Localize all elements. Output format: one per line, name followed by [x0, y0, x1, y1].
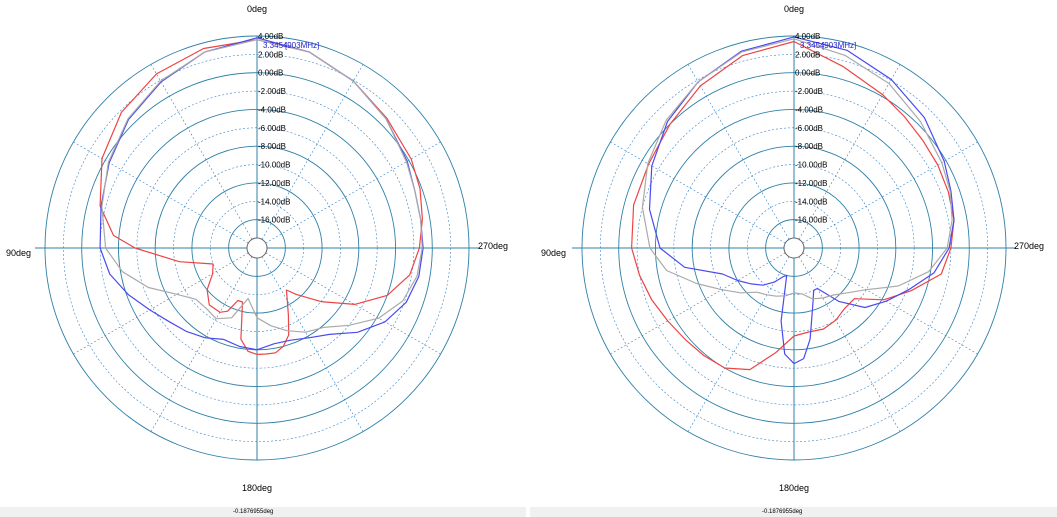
grid-spoke: [802, 141, 978, 244]
radial-tick-label: 0.00dB: [795, 69, 820, 78]
series-trace-3: [641, 38, 953, 300]
grid-spoke: [802, 252, 978, 355]
status-angle-readout-left: -0.1876955deg: [233, 509, 274, 515]
angle-label-0deg: 0deg: [247, 4, 267, 14]
angle-label-270deg: 270deg: [1014, 241, 1044, 251]
radial-tick-label: -14.00dB: [258, 197, 290, 206]
radial-tick-label: 4.00dB: [258, 32, 283, 41]
radial-tick-label: -14.00dB: [795, 197, 827, 206]
series-trace-2: [648, 36, 955, 365]
radial-tick-label: -6.00dB: [795, 124, 823, 133]
marker-value-label: 3.3454: [800, 41, 825, 50]
status-angle-readout-right: -0.1876955deg: [762, 509, 803, 515]
radial-tick-label: 2.00dB: [258, 50, 283, 59]
grid-spoke: [687, 64, 790, 240]
series-trace-1: [631, 40, 955, 371]
series-trace-2: [99, 37, 424, 351]
polar-chart-left: 4.00dB 2.00dB 0.00dB -2.00dB -4.00dB -6.00dB -…: [6, 4, 508, 493]
radial-tick-label: -12.00dB: [258, 179, 290, 188]
radial-tick-label: -2.00dB: [258, 87, 286, 96]
grid-spoke: [150, 256, 253, 432]
angle-label-90deg: 90deg: [541, 248, 566, 258]
grid-spoke: [798, 256, 901, 432]
marker-value-label: 3.3454: [263, 41, 288, 50]
radial-tick-label: -8.00dB: [795, 142, 823, 151]
radial-tick-label: -8.00dB: [258, 142, 286, 151]
grid-spoke: [261, 256, 364, 432]
radial-tick-label: -16.00dB: [258, 216, 290, 225]
radial-tick-label: -16.00dB: [795, 216, 827, 225]
angle-label-90deg: 90deg: [6, 248, 31, 258]
grid-spoke: [610, 252, 786, 355]
radial-tick-label: -12.00dB: [795, 179, 827, 188]
angle-label-270deg: 270deg: [478, 241, 508, 251]
center-hub: [783, 237, 805, 259]
grid-spoke: [687, 256, 790, 432]
grid-spoke: [73, 252, 249, 355]
angle-label-180deg: 180deg: [779, 483, 809, 493]
center-hub: [246, 237, 268, 259]
radial-tick-label: -10.00dB: [258, 161, 290, 170]
status-bar-right: -0.1876955deg: [530, 507, 1057, 517]
marker-frequency-label: [903MHz]: [822, 41, 856, 50]
radial-tick-label: 2.00dB: [795, 50, 820, 59]
radial-tick-label: -10.00dB: [795, 161, 827, 170]
grid-spoke: [261, 64, 364, 240]
grid-spoke: [610, 141, 786, 244]
radial-tick-label: -4.00dB: [795, 105, 823, 114]
grid-spoke: [150, 64, 253, 240]
grid-spoke: [265, 141, 441, 244]
radial-tick-label: -6.00dB: [258, 124, 286, 133]
series-trace-3: [101, 39, 423, 333]
status-bar-left: -0.1876955deg: [0, 507, 526, 517]
radial-tick-label: 4.00dB: [795, 32, 820, 41]
radial-tick-label: -4.00dB: [258, 105, 286, 114]
grid-spoke: [798, 64, 901, 240]
marker-frequency-label: [903MHz]: [285, 41, 319, 50]
grid-spoke: [265, 252, 441, 355]
angle-label-180deg: 180deg: [242, 483, 272, 493]
grid-spoke: [73, 141, 249, 244]
radial-tick-label: -2.00dB: [795, 87, 823, 96]
radial-tick-label: 0.00dB: [258, 69, 283, 78]
polar-chart-right: 4.00dB 2.00dB 0.00dB -2.00dB -4.00dB -6.00dB -…: [541, 4, 1044, 493]
angle-label-0deg: 0deg: [784, 4, 804, 14]
